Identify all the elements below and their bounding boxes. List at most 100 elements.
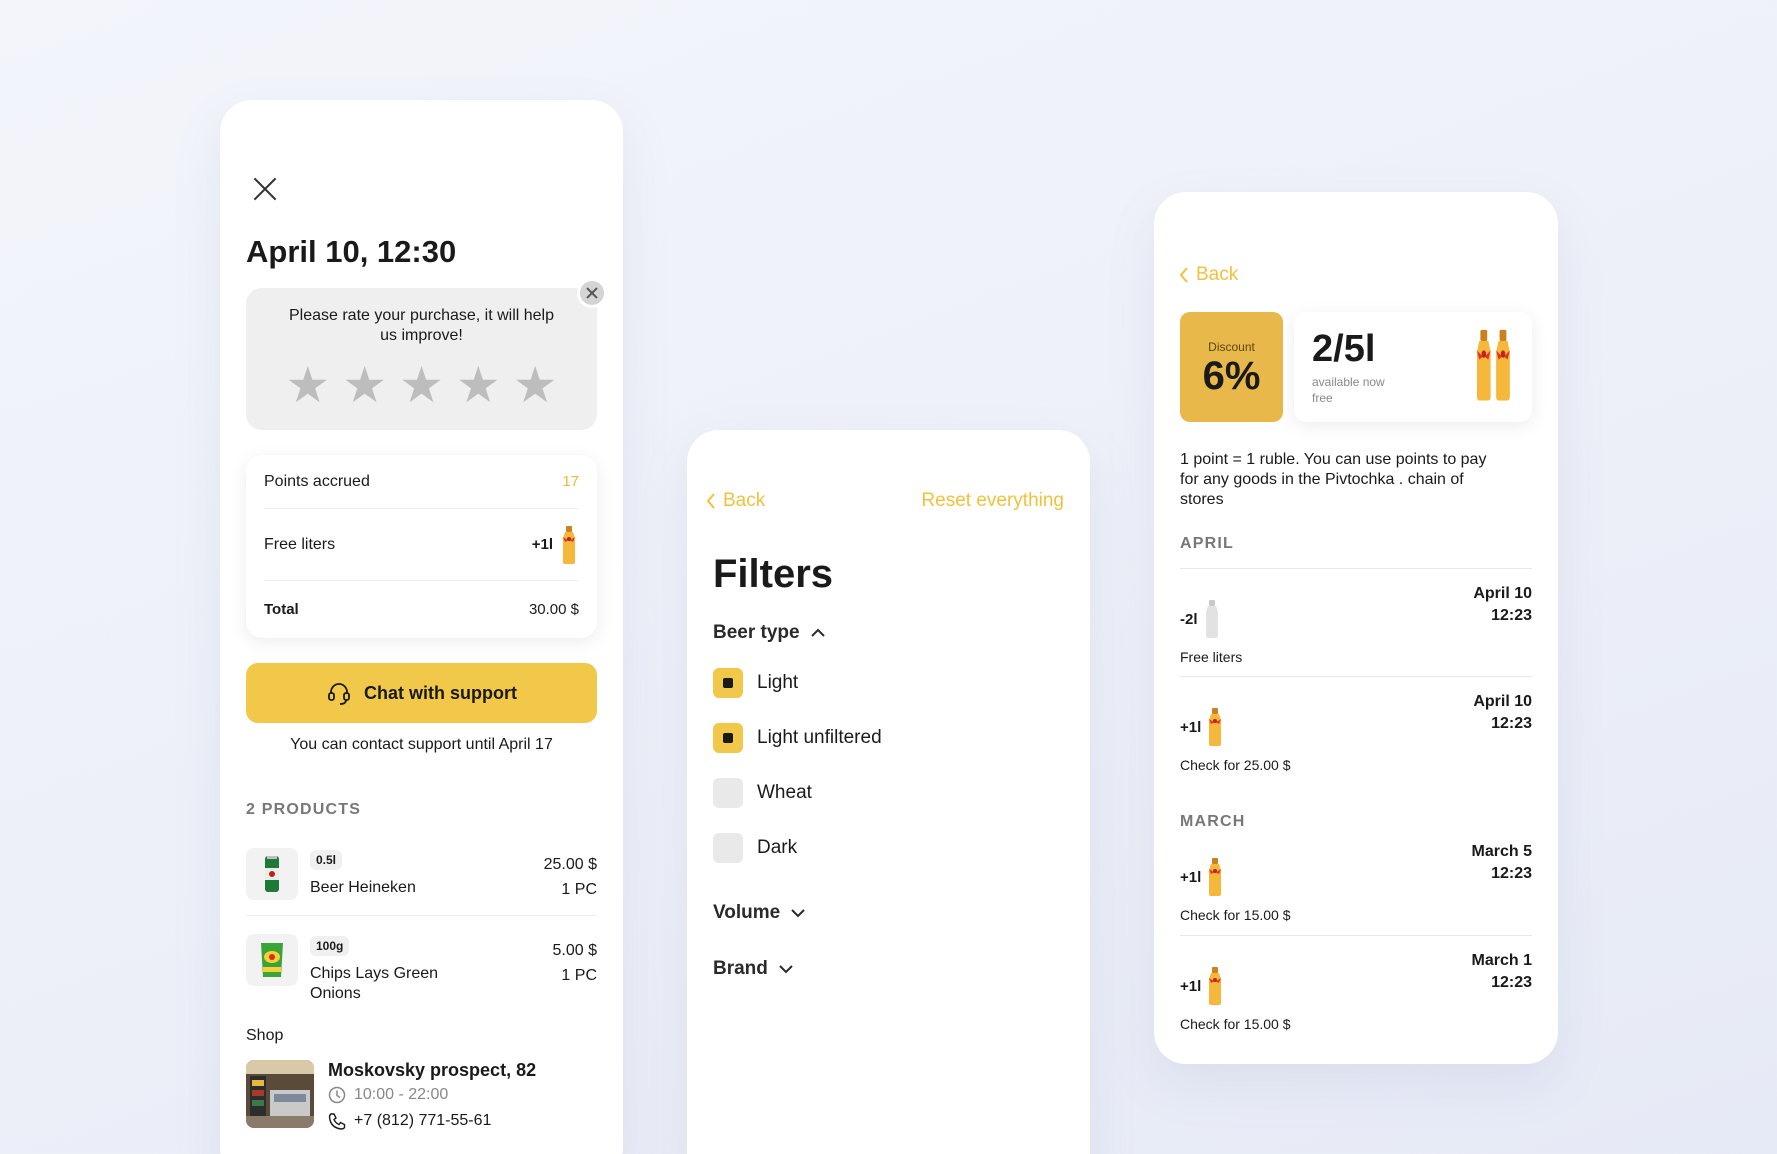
star-icon[interactable]: ★ (342, 356, 388, 414)
transaction-amount: +1l (1180, 966, 1225, 1006)
shop-phone[interactable]: +7 (812) 771-55-61 (328, 1112, 491, 1130)
transaction-note: Free liters (1180, 649, 1243, 665)
filter-option-light[interactable]: Light (713, 668, 798, 698)
option-label: Wheat (757, 782, 812, 803)
shop-address: Moskovsky prospect, 82 (328, 1060, 537, 1080)
checkbox[interactable] (713, 668, 743, 698)
beer-bottle-icon (559, 525, 579, 565)
volume-label: Volume (713, 902, 781, 923)
transaction-day: April 10 (1473, 693, 1532, 710)
brand-toggle[interactable]: Brand (713, 958, 794, 980)
star-icon[interactable]: ★ (455, 356, 501, 414)
product-price-block: 25.00 $ 1 PC (544, 852, 597, 902)
brand-label: Brand (713, 958, 768, 979)
transaction-item[interactable]: +1l March 5 12:23 Check for 15.00 $ (1180, 827, 1532, 935)
product-price: 5.00 $ (552, 942, 597, 959)
total-value: 30.00 $ (528, 600, 579, 618)
option-label: Light (757, 672, 799, 693)
summary-panel: Points accrued 17 Free liters +1l Total … (246, 455, 597, 638)
beer-type-label: Beer type (713, 622, 800, 643)
discount-value: 6% (1202, 354, 1261, 398)
star-icon[interactable]: ★ (285, 356, 331, 414)
beer-bottle-icon (1205, 966, 1225, 1006)
month-heading-april: APRIL (1180, 535, 1234, 552)
page-title: Filters (713, 552, 834, 596)
transaction-amount: +1l (1180, 857, 1225, 897)
transaction-amount: -2l (1180, 599, 1222, 639)
product-quantity: 1 PC (561, 881, 597, 898)
product-price: 25.00 $ (543, 856, 597, 873)
filter-option-dark[interactable]: Dark (713, 833, 797, 863)
discount-label: Discount (1208, 340, 1255, 354)
beer-can-icon (265, 856, 279, 892)
total-row: Total 30.00 $ (264, 581, 579, 637)
transaction-time: 12:23 (1491, 865, 1532, 882)
back-label: Back (1196, 264, 1239, 285)
checkbox[interactable] (713, 833, 743, 863)
beer-bottles-icon (1476, 329, 1510, 401)
star-icon[interactable]: ★ (399, 356, 444, 414)
empty-bottle-icon (1202, 599, 1222, 639)
transaction-item[interactable]: +1l April 10 12:23 Check for 25.00 $ (1180, 676, 1532, 784)
product-quantity: 1 PC (561, 967, 597, 984)
back-button[interactable]: Back (705, 490, 765, 512)
option-label: Dark (757, 837, 798, 858)
product-thumbnail (246, 848, 298, 900)
product-volume-tag: 100g (310, 936, 350, 956)
product-thumbnail (246, 934, 298, 986)
chat-support-button[interactable]: Chat with support (246, 663, 597, 723)
back-button[interactable]: Back (1178, 264, 1238, 286)
history-card: Back Discount 6% 2/5l available now free… (1154, 192, 1558, 1064)
transaction-time: 12:23 (1491, 974, 1532, 991)
reset-filters-button[interactable]: Reset everything (921, 490, 1064, 511)
product-name: Beer Heineken (310, 879, 416, 896)
free-liters-value: +1l (532, 525, 579, 565)
transaction-note: Check for 15.00 $ (1180, 907, 1291, 923)
points-value: 17 (562, 473, 579, 490)
beer-bottle-icon (1205, 857, 1225, 897)
filter-option-light-unfiltered[interactable]: Light unfiltered (713, 723, 882, 753)
transaction-time: 12:23 (1491, 607, 1532, 624)
transaction-amount-text: +1l (1180, 977, 1202, 995)
checkbox[interactable] (713, 778, 743, 808)
free-liters-label: Free liters (264, 535, 336, 553)
product-item[interactable]: 0.5l Beer Heineken 25.00 $ 1 PC (246, 848, 597, 916)
chevron-left-icon (706, 493, 715, 509)
shop-photo[interactable] (246, 1060, 314, 1128)
option-label: Light unfiltered (757, 727, 882, 748)
discount-badge: Discount 6% (1180, 312, 1283, 422)
free-liters-card: 2/5l available now free (1294, 312, 1532, 422)
transaction-date: March 1 12:23 (1472, 950, 1532, 994)
product-item[interactable]: 100g Chips Lays Green Onions 5.00 $ 1 PC (246, 934, 597, 1014)
back-label: Back (723, 490, 766, 511)
checkbox[interactable] (713, 723, 743, 753)
chevron-left-icon (1179, 267, 1188, 283)
filters-card: Back Reset everything Filters Beer type … (687, 430, 1090, 1154)
transaction-day: March 1 (1471, 952, 1532, 969)
shop-hours-text: 10:00 - 22:00 (354, 1086, 449, 1103)
rating-prompt: Please rate your purchase, it will help … (288, 307, 555, 344)
rating-panel: Please rate your purchase, it will help … (246, 288, 597, 430)
transaction-note: Check for 15.00 $ (1180, 1016, 1291, 1032)
transaction-item[interactable]: +1l March 1 12:23 Check for 15.00 $ (1180, 935, 1532, 1043)
filter-option-wheat[interactable]: Wheat (713, 778, 812, 808)
free-liters-row: Free liters +1l (264, 509, 579, 581)
dismiss-rating-icon[interactable] (577, 278, 607, 308)
close-icon[interactable] (252, 176, 278, 202)
transaction-amount-text: -2l (1180, 610, 1198, 628)
transaction-item[interactable]: -2l April 10 12:23 Free liters (1180, 568, 1532, 676)
beer-type-toggle[interactable]: Beer type (713, 622, 826, 644)
star-icon[interactable]: ★ (512, 356, 558, 414)
transaction-date: March 5 12:23 (1472, 841, 1532, 885)
transaction-amount-text: +1l (1180, 718, 1202, 736)
chips-bag-icon (261, 943, 283, 977)
product-volume-tag: 0.5l (310, 850, 343, 870)
transaction-date: April 10 12:23 (1473, 583, 1532, 627)
total-label: Total (264, 600, 299, 618)
chevron-down-icon (779, 965, 793, 974)
shop-interior-image (246, 1060, 314, 1128)
points-row: Points accrued 17 (264, 455, 579, 509)
volume-toggle[interactable]: Volume (713, 902, 806, 924)
headset-icon (328, 683, 350, 705)
shop-hours: 10:00 - 22:00 (328, 1086, 448, 1104)
